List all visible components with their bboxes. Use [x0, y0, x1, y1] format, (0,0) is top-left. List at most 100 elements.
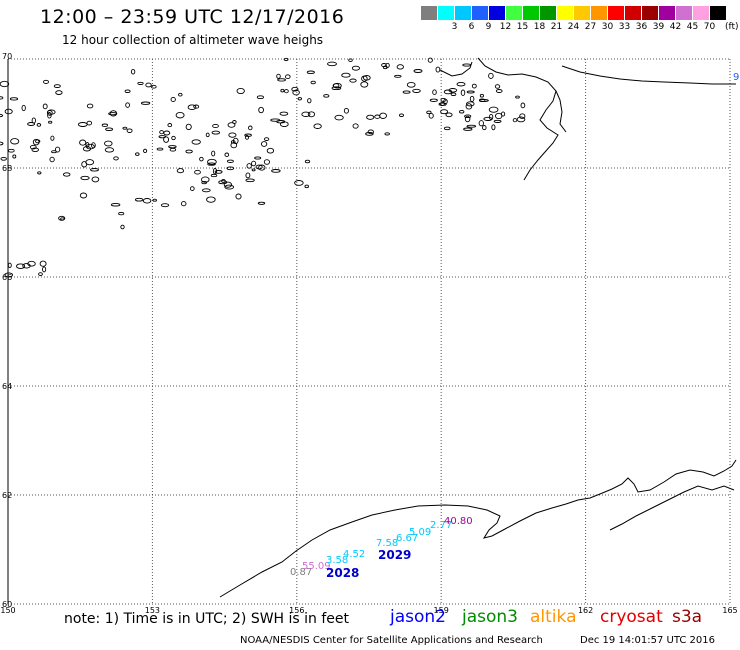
lake-outline — [469, 95, 475, 102]
wave-height-value: 7.58 — [376, 538, 398, 549]
lake-outline — [163, 130, 171, 136]
lon-tick-label: 162 — [578, 606, 593, 615]
footer-note: note: 1) Time is in UTC; 2) SWH is in fe… — [64, 611, 350, 627]
lake-outline — [482, 125, 487, 131]
lake-outline — [479, 93, 484, 98]
lake-outline — [206, 196, 216, 203]
tundra-lakes — [0, 57, 526, 278]
lat-lon-grid — [7, 58, 731, 605]
legend-item-altika: altika — [530, 607, 577, 627]
scale-label: 30 — [601, 22, 614, 32]
lake-outline — [47, 112, 52, 119]
lake-outline — [156, 147, 164, 151]
lake-outline — [244, 135, 250, 140]
lake-outline — [201, 176, 210, 183]
lat-tick-label: 70 — [2, 52, 12, 61]
scale-label: 18 — [533, 22, 546, 32]
lake-outline — [413, 69, 423, 73]
lake-outline — [77, 122, 88, 127]
lake-outline — [294, 180, 304, 186]
scale-label: 15 — [516, 22, 529, 32]
scale-swatch — [642, 6, 659, 20]
coastline — [219, 57, 737, 598]
pass-number-label: 2029 — [378, 548, 411, 562]
lake-outline — [27, 260, 36, 267]
lake-outline — [251, 168, 256, 172]
lake-outline — [29, 144, 37, 150]
lake-outline — [466, 90, 475, 94]
lake-outline — [4, 272, 14, 278]
northeast-coastline — [561, 65, 736, 85]
lake-outline — [462, 63, 472, 67]
lake-outline — [51, 150, 57, 154]
lake-outline — [53, 84, 61, 88]
scale-label: 9 — [485, 22, 492, 32]
lake-outline — [201, 181, 208, 185]
lake-outline — [27, 122, 36, 126]
lake-outline — [7, 148, 15, 153]
lake-outline — [124, 89, 131, 93]
lake-outline — [352, 123, 359, 129]
lake-outline — [306, 70, 315, 75]
lake-outline — [105, 127, 114, 131]
lake-outline — [36, 123, 42, 127]
lake-outline — [0, 141, 4, 146]
map-subtitle: 12 hour collection of altimeter wave hei… — [62, 33, 324, 47]
lake-outline — [478, 120, 484, 127]
scale-swatch — [693, 6, 710, 20]
lake-outline — [0, 113, 4, 118]
lake-outline — [168, 145, 177, 149]
lake-outline — [456, 81, 466, 87]
scale-swatch — [421, 6, 438, 20]
lake-outline — [91, 176, 100, 183]
lake-outline — [443, 89, 453, 95]
lake-outline — [152, 198, 157, 202]
lake-outline — [246, 163, 252, 169]
scale-unit: (ft) — [725, 22, 739, 32]
lake-outline — [194, 169, 201, 175]
lake-outline — [284, 89, 289, 94]
lake-outline — [80, 175, 90, 181]
lake-outline — [304, 159, 311, 164]
lake-outline — [145, 82, 152, 88]
lat-tick-label: 68 — [2, 164, 12, 173]
lake-outline — [109, 110, 118, 117]
lake-outline — [227, 122, 236, 128]
lake-outline — [39, 260, 47, 267]
wave-height-value: 5.09 — [409, 527, 431, 538]
lake-outline — [251, 160, 257, 167]
lake-outline — [323, 94, 330, 98]
lake-outline — [224, 184, 235, 190]
lake-outline — [515, 95, 520, 99]
lake-outline — [466, 101, 475, 107]
scale-label: 24 — [567, 22, 580, 32]
scale-swatch — [455, 6, 472, 20]
lake-outline — [236, 87, 245, 95]
lake-outline — [212, 123, 219, 129]
lake-outline — [207, 158, 217, 165]
lake-outline — [263, 137, 270, 141]
lake-outline — [443, 126, 451, 131]
lake-outline — [428, 112, 434, 119]
lat-tick-label: 62 — [2, 491, 12, 500]
pass-number-label: 2028 — [326, 566, 359, 580]
wave-height-value: 55.09 — [302, 561, 331, 572]
scale-label: 27 — [584, 22, 597, 32]
lake-outline — [263, 159, 270, 165]
map-title: 12:00 – 23:59 UTC 12/17/2016 — [40, 6, 345, 28]
scale-label: 12 — [499, 22, 512, 32]
lake-outline — [374, 114, 381, 119]
lake-outline — [327, 61, 337, 67]
lake-outline — [254, 156, 262, 160]
lake-outline — [463, 127, 473, 131]
scale-swatch — [557, 6, 574, 20]
scale-swatch — [710, 6, 727, 20]
lake-outline — [160, 203, 170, 208]
lake-outline — [118, 211, 125, 216]
lake-outline — [42, 103, 48, 110]
lake-outline — [258, 164, 266, 171]
lake-outline — [459, 109, 465, 114]
lake-outline — [488, 72, 494, 79]
scale-swatch — [659, 6, 676, 20]
